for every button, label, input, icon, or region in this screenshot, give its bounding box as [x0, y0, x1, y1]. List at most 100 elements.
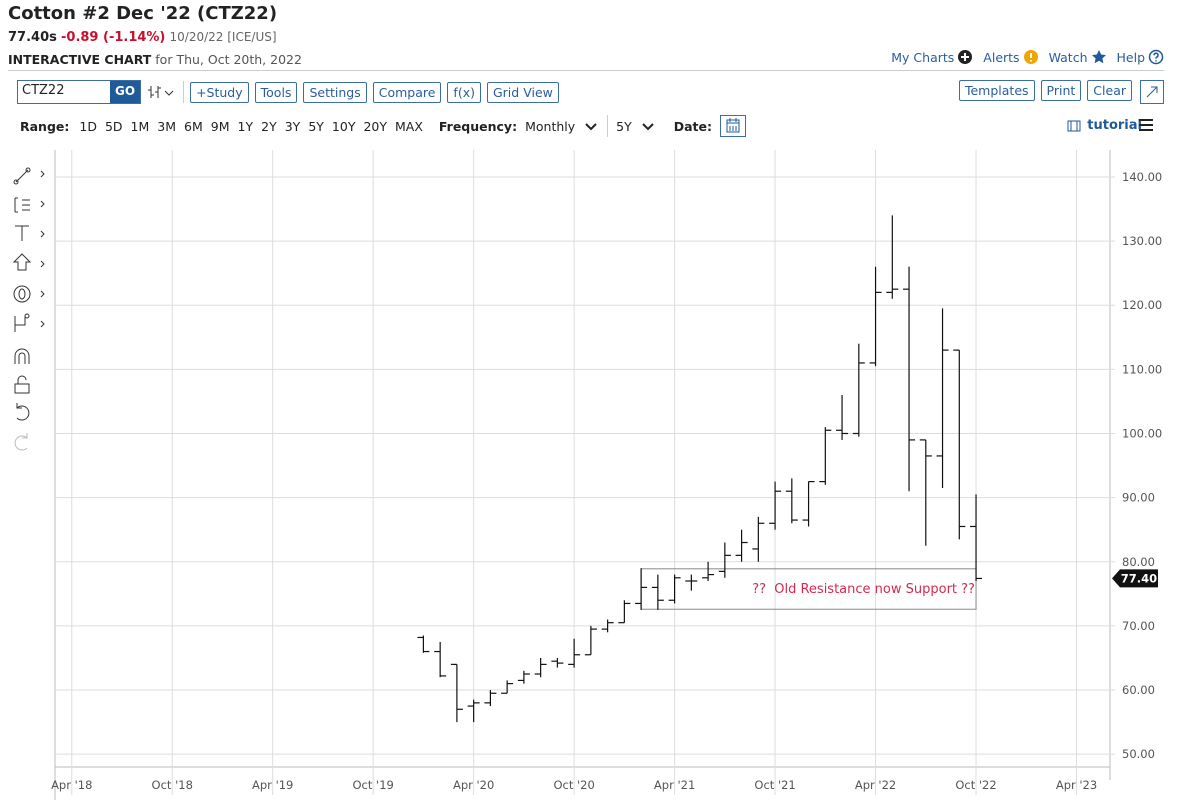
tutorial-link[interactable]: tutorial — [1067, 118, 1142, 133]
range-option[interactable]: 20Y — [363, 118, 388, 134]
frequency-select[interactable]: Monthly — [525, 118, 576, 134]
y-tick-label: 50.00 — [1122, 747, 1155, 761]
range-option[interactable]: 5D — [104, 118, 123, 134]
toolbar-button[interactable]: Settings — [303, 81, 367, 103]
tutorial-icon — [1067, 120, 1081, 131]
last-price-tag — [1112, 569, 1158, 588]
arrow-tool[interactable] — [12, 253, 45, 271]
undo-tool[interactable] — [16, 403, 30, 421]
x-tick-label: Apr '23 — [1056, 778, 1097, 792]
y-tick-label: 130.00 — [1122, 234, 1162, 248]
header-links: My Charts Alerts Watch Help — [891, 49, 1164, 65]
menu-icon[interactable] — [1138, 118, 1154, 132]
header-link[interactable]: Watch — [1049, 49, 1107, 65]
go-button[interactable]: GO — [110, 81, 141, 103]
x-tick-label: Apr '22 — [855, 778, 896, 792]
link-text: Watch — [1048, 49, 1088, 65]
dropdown-icon — [642, 123, 654, 131]
range-option[interactable]: 2Y — [261, 118, 277, 134]
drawing-tools — [12, 167, 45, 451]
date-exchange: 10/20/22 [ICE/US] — [169, 30, 277, 44]
y-tick-label: 60.00 — [1122, 683, 1155, 697]
link-icon — [1091, 50, 1106, 64]
range-bar: Range: 1D 5D 1M 3M 6M 9M 1Y 2Y 3Y 5Y 10Y 20Y MAX Frequ… — [20, 115, 747, 137]
link-icon — [1023, 50, 1038, 64]
y-tick-label: 90.00 — [1122, 491, 1155, 505]
date-picker[interactable] — [720, 115, 747, 137]
separator — [183, 81, 185, 103]
redo-tool[interactable] — [14, 433, 28, 451]
shape-tool[interactable] — [13, 285, 45, 303]
symbol-input[interactable]: CTZ22 — [22, 83, 65, 98]
measure-tool[interactable] — [14, 313, 45, 332]
x-tick-label: Apr '18 — [51, 778, 92, 792]
period-select[interactable]: 5Y — [616, 118, 632, 134]
link-text: Help — [1116, 49, 1146, 65]
range-option[interactable]: 6M — [184, 118, 203, 134]
quote-line: 77.40s -0.89 (-1.14%) 10/20/22 [ICE/US] — [8, 30, 277, 45]
symbol-box: CTZ22 GO — [17, 80, 142, 104]
x-tick-label: Oct '22 — [955, 778, 996, 792]
tutorial-text: tutorial — [1087, 118, 1142, 133]
header-link[interactable]: Alerts — [983, 49, 1038, 65]
y-tick-label: 70.00 — [1122, 619, 1155, 633]
x-tick-label: Oct '21 — [754, 778, 795, 792]
toolbar-button[interactable]: Print — [1040, 80, 1082, 101]
x-tick-label: Oct '18 — [152, 778, 193, 792]
range-option[interactable]: MAX — [395, 118, 423, 134]
text-tool[interactable] — [15, 225, 45, 241]
divider — [8, 70, 1164, 71]
range-option[interactable]: 3Y — [284, 118, 301, 134]
toolbar-button[interactable]: Templates — [958, 80, 1035, 101]
x-tick-label: Apr '19 — [252, 778, 293, 792]
y-tick-label: 80.00 — [1122, 555, 1155, 569]
frequency-label: Frequency: — [438, 118, 518, 134]
range-option[interactable]: 5Y — [308, 118, 324, 134]
x-tick-label: Apr '21 — [654, 778, 695, 792]
range-option[interactable]: 9M — [210, 118, 230, 134]
range-option[interactable]: 1Y — [237, 118, 254, 134]
last-price: 77.40s — [8, 30, 57, 45]
trendline-tool[interactable] — [13, 167, 45, 185]
link-text: My Charts — [891, 49, 955, 65]
link-icon — [958, 50, 973, 64]
y-tick-label: 110.00 — [1122, 362, 1162, 376]
subtitle-date: for Thu, Oct 20th, 2022 — [155, 52, 302, 67]
expand-button[interactable] — [1140, 80, 1164, 104]
y-tick-label: 100.00 — [1122, 426, 1162, 440]
range-option[interactable]: 1D — [79, 118, 97, 134]
lock-tool[interactable] — [14, 375, 30, 394]
fib-tool[interactable] — [14, 197, 45, 213]
toolbar: CTZ22 GO +Study Tools Settings Compare f(x) G… — [17, 80, 559, 104]
x-tick-label: Oct '19 — [353, 778, 394, 792]
subtitle-line: INTERACTIVE CHART for Thu, Oct 20th, 202… — [8, 52, 302, 67]
separator — [607, 115, 609, 137]
toolbar-button[interactable]: +Study — [190, 81, 249, 103]
range-option[interactable]: 10Y — [331, 118, 356, 134]
link-icon — [1148, 49, 1164, 65]
title: Cotton #2 Dec '22 (CTZ22) — [8, 3, 278, 24]
header-link[interactable]: Help — [1117, 49, 1165, 65]
dropdown-icon — [585, 123, 597, 131]
x-tick-label: Apr '20 — [453, 778, 494, 792]
range-label: Range: — [20, 118, 70, 134]
toolbar-button[interactable]: Compare — [372, 81, 442, 103]
date-label: Date: — [673, 118, 713, 134]
toolbar-right: Templates Print Clear — [958, 80, 1132, 101]
header-link[interactable]: My Charts — [891, 49, 973, 65]
subtitle: INTERACTIVE CHART — [8, 52, 152, 67]
toolbar-button[interactable]: Tools — [254, 81, 298, 103]
chart: 50.00 60.00 70.00 80.00 90.00 100.00 110.00 120… — [51, 150, 1162, 800]
range-option[interactable]: 1M — [130, 118, 150, 134]
range-option[interactable]: 3M — [157, 118, 177, 134]
annotation-text: ?? Old Resistance now Support ?? — [752, 582, 975, 597]
toolbar-button[interactable]: Grid View — [486, 81, 559, 103]
price-change: -0.89 (-1.14%) — [61, 30, 166, 45]
magnet-tool[interactable] — [14, 348, 30, 364]
x-tick-label: Oct '20 — [553, 778, 594, 792]
toolbar-button[interactable]: Clear — [1087, 80, 1132, 101]
y-tick-label: 120.00 — [1122, 298, 1162, 312]
toolbar-button[interactable]: f(x) — [447, 81, 481, 103]
bar-type-icon[interactable] — [147, 82, 177, 102]
